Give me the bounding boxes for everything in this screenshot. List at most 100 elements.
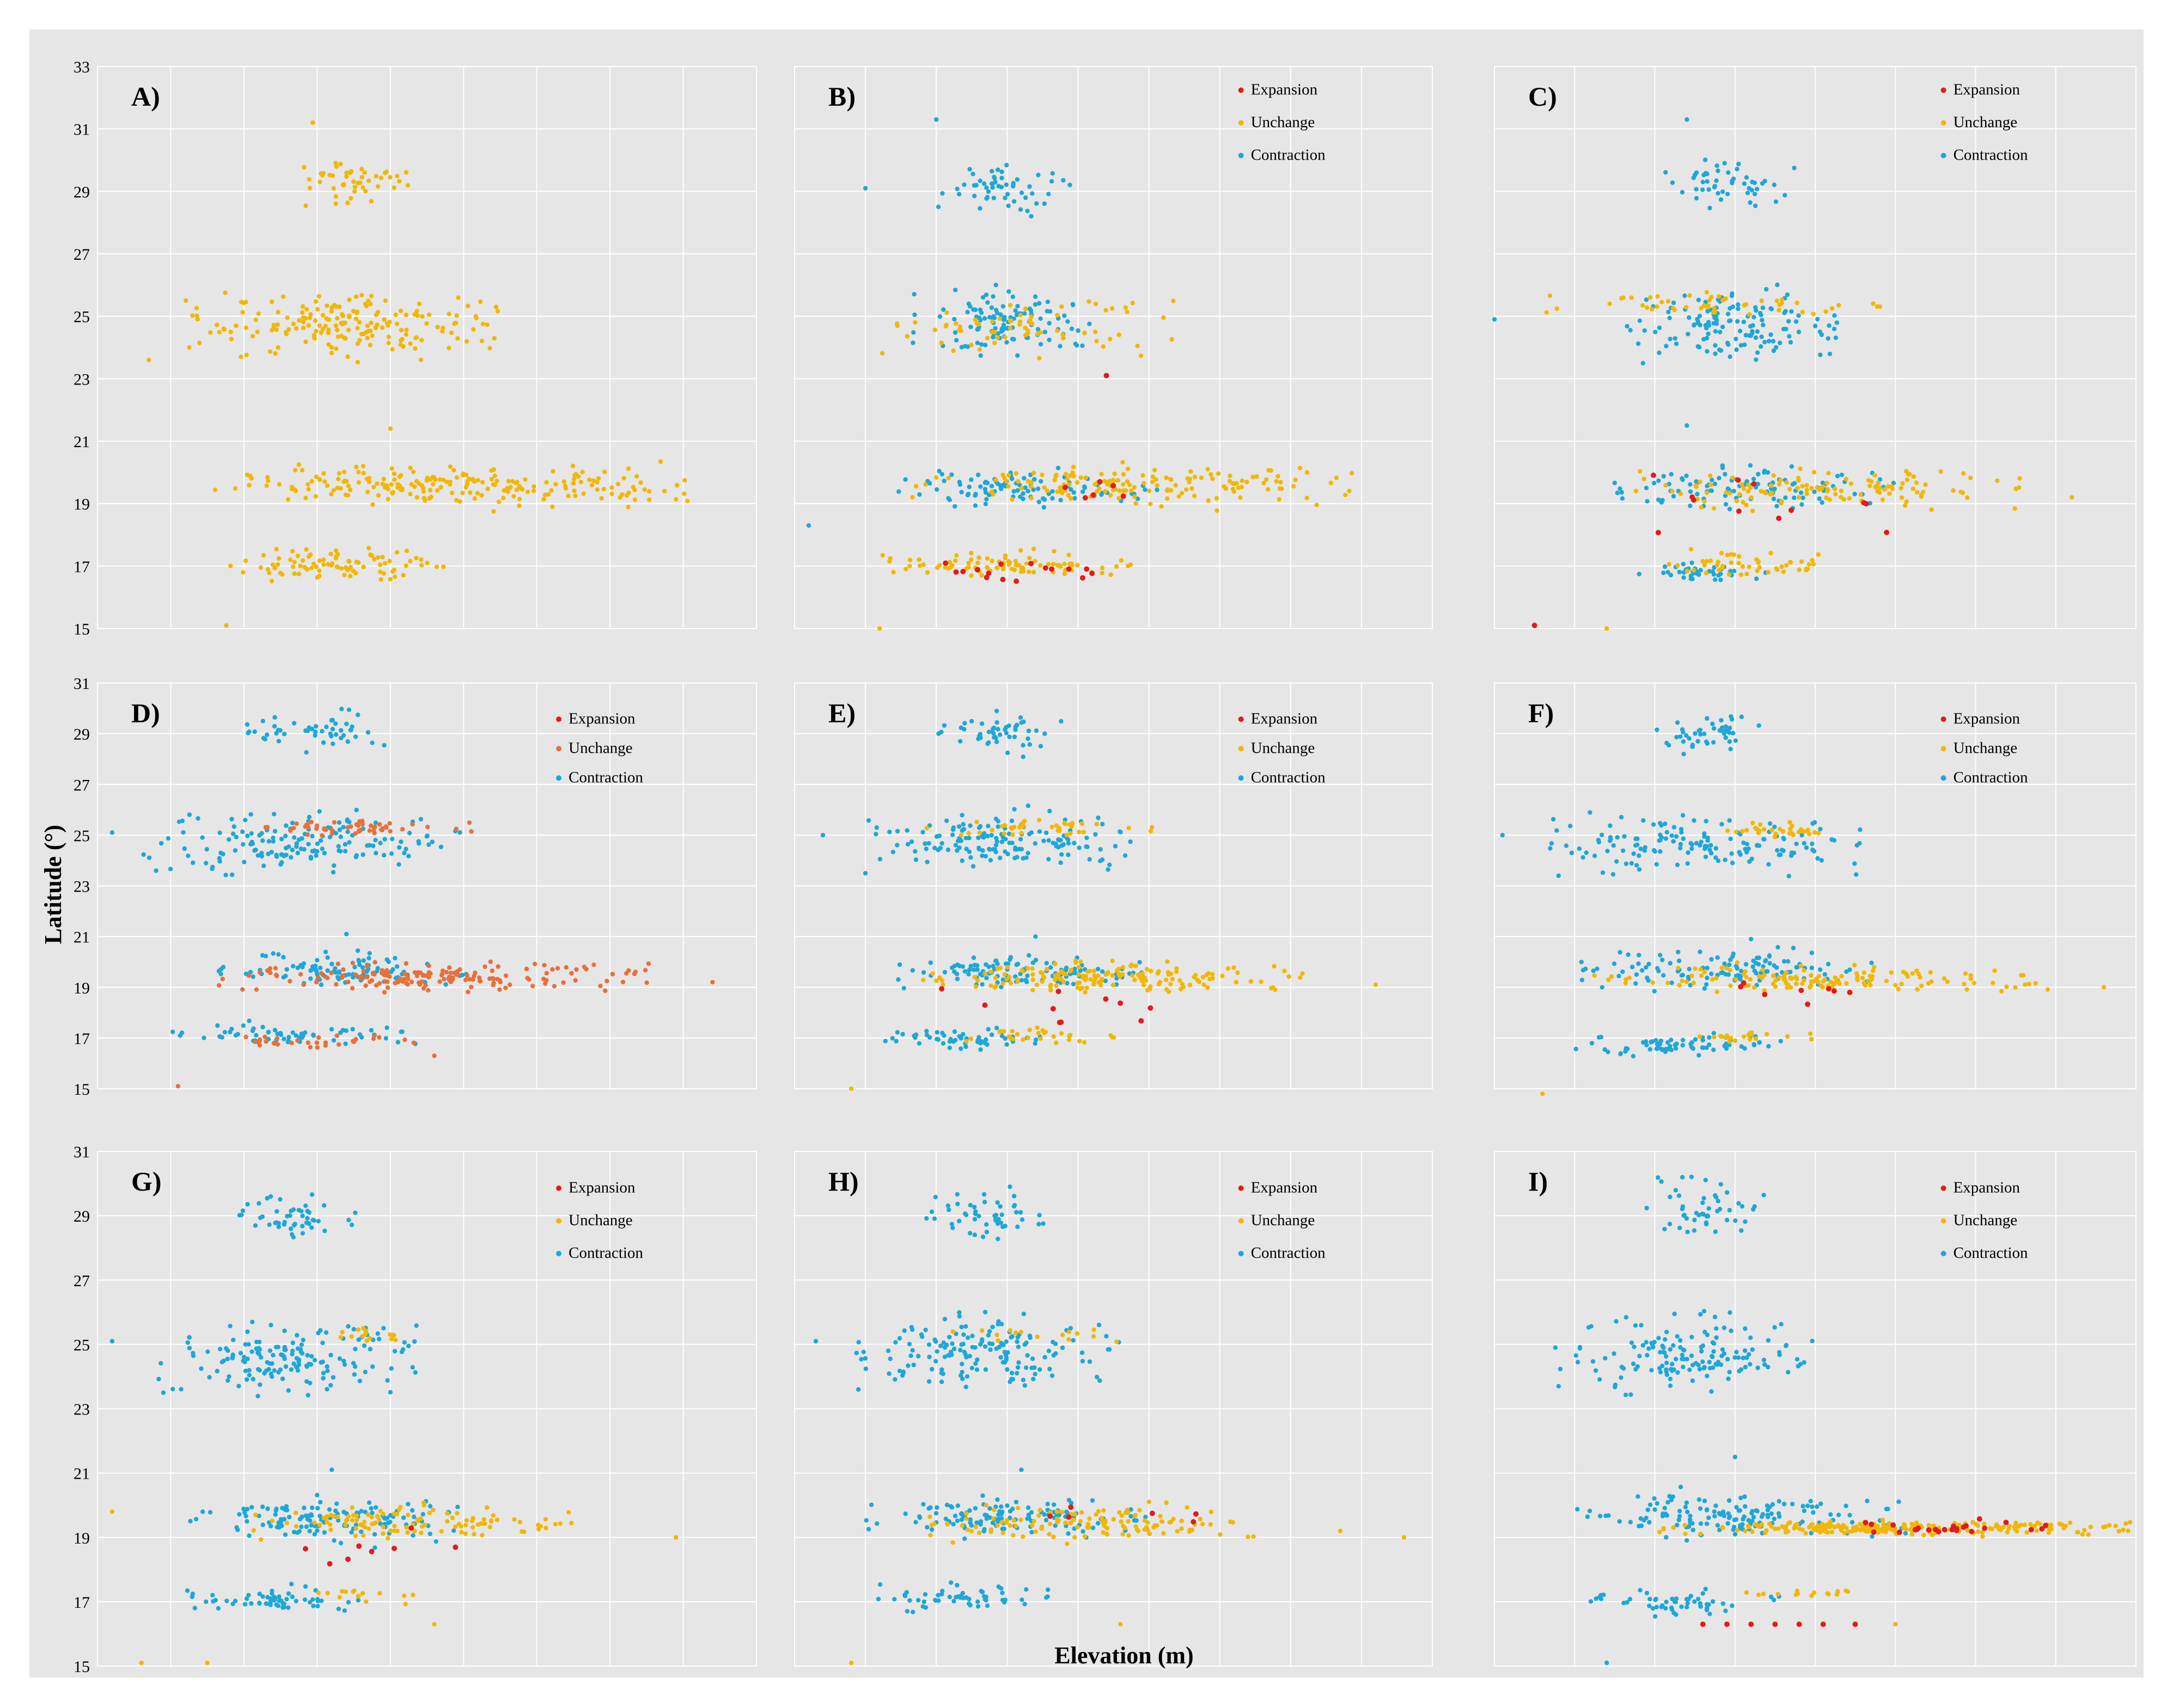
point-unchange	[352, 189, 357, 194]
point-unchange	[1655, 294, 1660, 299]
point-contraction	[1009, 818, 1015, 823]
point-contraction	[1047, 809, 1052, 814]
point-contraction	[1723, 735, 1728, 740]
point-contraction	[1028, 1335, 1033, 1340]
point-contraction	[289, 855, 294, 860]
panel-label: B)	[828, 81, 856, 112]
point-unchange	[385, 985, 390, 990]
point-unchange	[1779, 301, 1784, 306]
point-unchange	[286, 327, 291, 332]
point-unchange	[923, 482, 928, 487]
point-contraction	[329, 1027, 334, 1032]
point-unchange	[647, 497, 652, 502]
point-contraction	[920, 829, 925, 835]
point-contraction	[302, 1505, 307, 1510]
point-unchange	[1049, 825, 1054, 829]
point-contraction	[1671, 839, 1676, 844]
point-contraction	[241, 1506, 246, 1511]
point-contraction	[1657, 325, 1662, 330]
point-contraction	[276, 1520, 281, 1525]
point-contraction	[241, 842, 246, 847]
point-contraction	[1047, 337, 1052, 343]
point-contraction	[321, 1376, 326, 1381]
point-unchange	[423, 983, 428, 988]
point-contraction	[230, 831, 236, 837]
point-unchange	[1079, 985, 1085, 991]
point-unchange	[991, 1508, 997, 1512]
point-contraction	[1143, 487, 1147, 492]
point-contraction	[1656, 497, 1661, 502]
point-contraction	[247, 1368, 252, 1373]
point-unchange	[1021, 1037, 1026, 1042]
point-unchange	[341, 469, 347, 474]
point-unchange	[325, 1520, 329, 1525]
point-contraction	[1727, 739, 1732, 744]
point-contraction	[902, 1594, 908, 1599]
point-contraction	[1080, 343, 1085, 348]
point-unchange	[994, 1332, 999, 1338]
point-contraction	[976, 736, 981, 741]
point-unchange	[1246, 1534, 1250, 1540]
y-tick-label: 33	[74, 58, 90, 76]
point-contraction	[402, 1340, 407, 1345]
point-contraction	[1800, 495, 1805, 501]
point-unchange	[327, 173, 332, 178]
point-contraction	[345, 739, 350, 744]
point-contraction	[935, 1036, 939, 1042]
point-contraction	[994, 1026, 999, 1030]
point-unchange	[1762, 988, 1767, 993]
point-unchange	[334, 982, 339, 987]
point-contraction	[1031, 477, 1037, 482]
point-unchange	[217, 330, 222, 334]
point-unchange	[1068, 1521, 1073, 1526]
point-contraction	[1579, 978, 1585, 983]
point-contraction	[1033, 934, 1038, 939]
point-contraction	[1738, 343, 1744, 348]
point-contraction	[962, 727, 967, 732]
point-contraction	[186, 853, 191, 858]
point-unchange	[1796, 478, 1801, 483]
point-unchange	[479, 338, 485, 344]
point-contraction	[1128, 1507, 1133, 1512]
point-unchange	[307, 315, 312, 320]
point-contraction	[1727, 507, 1732, 511]
point-unchange	[1151, 1525, 1156, 1530]
point-unchange	[405, 1530, 410, 1535]
point-unchange	[298, 563, 303, 569]
point-unchange	[1902, 503, 1908, 508]
point-unchange	[1606, 977, 1611, 983]
point-unchange	[413, 335, 418, 340]
point-unchange	[1070, 821, 1075, 826]
point-contraction	[413, 1370, 418, 1375]
point-unchange	[463, 1531, 468, 1536]
point-unchange	[1114, 1339, 1119, 1344]
point-contraction	[935, 1349, 939, 1354]
point-unchange	[377, 822, 382, 827]
point-unchange	[1169, 477, 1174, 482]
point-contraction	[1784, 326, 1789, 332]
point-contraction	[1668, 961, 1673, 966]
point-unchange	[1717, 568, 1722, 572]
point-contraction	[243, 818, 248, 822]
point-unchange	[1733, 829, 1739, 834]
point-contraction	[1016, 1360, 1021, 1365]
point-unchange	[1038, 1036, 1043, 1041]
point-unchange	[1054, 823, 1059, 828]
point-unchange	[1762, 973, 1767, 978]
point-contraction	[978, 206, 982, 211]
point-unchange	[589, 483, 595, 487]
point-contraction	[1858, 827, 1863, 832]
point-contraction	[939, 1367, 944, 1372]
x-tick-label: 4000	[1204, 1675, 1236, 1677]
point-contraction	[313, 733, 318, 738]
point-unchange	[1648, 295, 1653, 300]
point-contraction	[242, 1510, 247, 1515]
point-contraction	[1010, 294, 1016, 300]
x-tick-label: 5000	[1345, 1675, 1378, 1677]
point-unchange	[1000, 1530, 1005, 1535]
point-unchange	[587, 477, 592, 483]
point-unchange	[1027, 556, 1032, 560]
point-unchange	[1040, 472, 1045, 477]
point-contraction	[1003, 1036, 1008, 1041]
point-contraction	[1072, 496, 1077, 501]
